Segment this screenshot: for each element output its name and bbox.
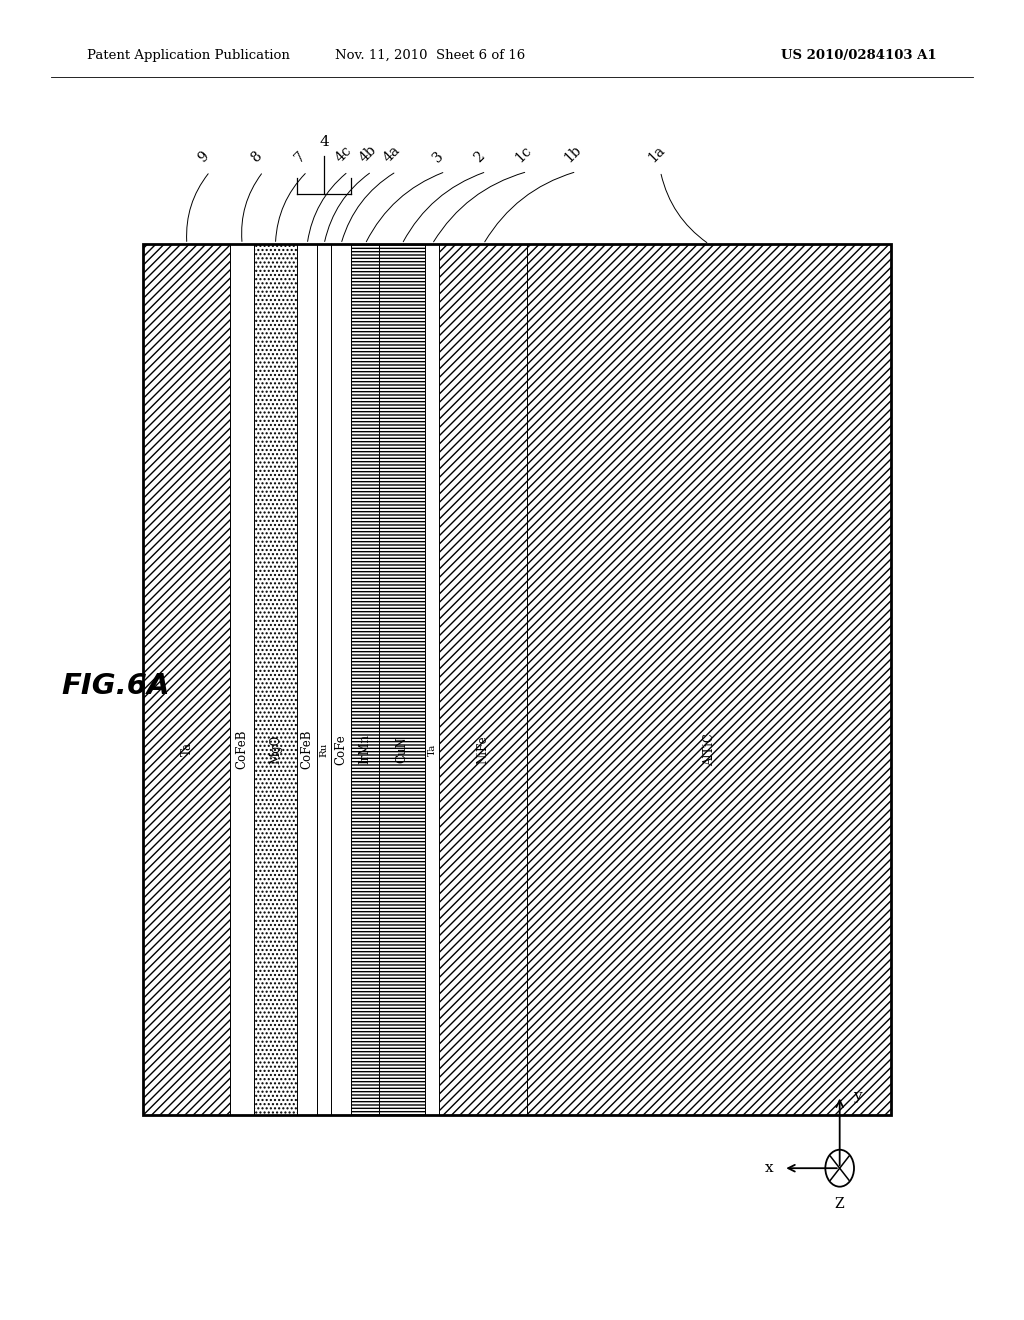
Bar bbox=[439, 244, 527, 1115]
Bar bbox=[425, 244, 439, 1115]
Text: Patent Application Publication: Patent Application Publication bbox=[87, 49, 290, 62]
Text: 1c: 1c bbox=[512, 144, 535, 165]
Bar bbox=[297, 244, 317, 1115]
Bar bbox=[351, 244, 379, 1115]
Text: Z: Z bbox=[835, 1197, 845, 1212]
Text: CoFeB: CoFeB bbox=[301, 730, 313, 770]
Text: Ta: Ta bbox=[428, 743, 436, 755]
Text: 8: 8 bbox=[248, 149, 264, 165]
Text: US 2010/0284103 A1: US 2010/0284103 A1 bbox=[781, 49, 937, 62]
Text: CuN: CuN bbox=[395, 737, 409, 763]
Text: Ru: Ru bbox=[319, 742, 329, 756]
Text: Nov. 11, 2010  Sheet 6 of 16: Nov. 11, 2010 Sheet 6 of 16 bbox=[335, 49, 525, 62]
Text: 4c: 4c bbox=[333, 144, 355, 165]
Text: 4: 4 bbox=[319, 135, 329, 149]
Text: NiFe: NiFe bbox=[477, 735, 489, 764]
Text: 9: 9 bbox=[195, 149, 211, 165]
Text: 1b: 1b bbox=[561, 143, 584, 165]
Text: MgO: MgO bbox=[269, 735, 282, 764]
Text: 3: 3 bbox=[430, 149, 446, 165]
Text: IrMn: IrMn bbox=[358, 734, 372, 764]
Text: AlTiC: AlTiC bbox=[702, 733, 716, 766]
Text: 4b: 4b bbox=[356, 143, 379, 165]
Text: CoFe: CoFe bbox=[335, 734, 347, 764]
Bar bbox=[317, 244, 331, 1115]
Bar bbox=[331, 244, 351, 1115]
Bar bbox=[527, 244, 891, 1115]
Bar bbox=[230, 244, 254, 1115]
Bar bbox=[143, 244, 891, 1115]
Text: x: x bbox=[765, 1162, 773, 1175]
Text: 7: 7 bbox=[292, 149, 308, 165]
Text: 1a: 1a bbox=[645, 143, 668, 165]
Bar bbox=[379, 244, 425, 1115]
Bar bbox=[254, 244, 297, 1115]
Text: CoFeB: CoFeB bbox=[236, 730, 249, 770]
Text: y: y bbox=[853, 1089, 861, 1102]
Text: FIG.6A: FIG.6A bbox=[61, 672, 170, 701]
Text: 2: 2 bbox=[471, 149, 487, 165]
Bar bbox=[143, 244, 230, 1115]
Text: Ta: Ta bbox=[180, 742, 194, 756]
Text: 4a: 4a bbox=[381, 143, 403, 165]
